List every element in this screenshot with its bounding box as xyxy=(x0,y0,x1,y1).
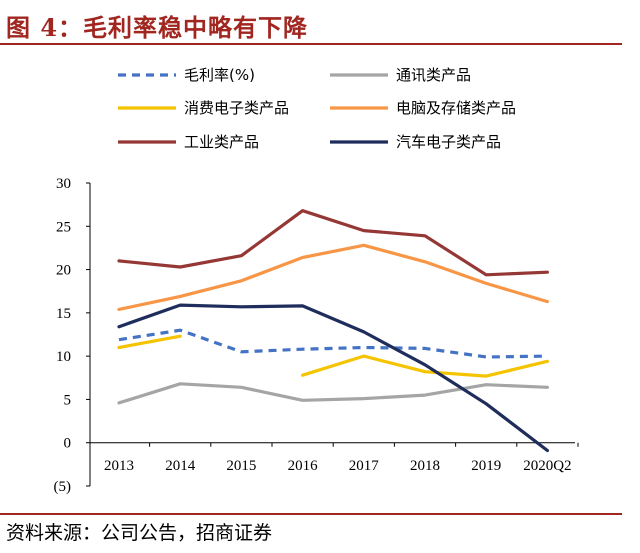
series-line xyxy=(301,354,550,378)
series-line xyxy=(117,382,550,405)
legend-label: 汽车电子类产品 xyxy=(396,133,501,151)
y-tick-label: (5) xyxy=(54,479,72,495)
x-tick-label: 2016 xyxy=(288,458,319,474)
y-tick-label: 5 xyxy=(64,392,72,408)
y-tick-label: 15 xyxy=(56,306,71,322)
legend-label: 通讯类产品 xyxy=(396,66,471,84)
x-tick-label: 2017 xyxy=(349,458,380,474)
x-tick-label: 2019 xyxy=(471,458,501,474)
x-tick-label: 2014 xyxy=(165,458,196,474)
legend-label: 毛利率(%) xyxy=(184,66,255,84)
legend-label: 工业类产品 xyxy=(184,133,259,151)
source-rule xyxy=(0,513,622,515)
x-tick-label: 2013 xyxy=(104,458,134,474)
x-tick-label: 2015 xyxy=(226,458,256,474)
chart-series xyxy=(117,209,550,453)
source-note: 资料来源：公司公告，招商证券 xyxy=(6,522,273,544)
y-tick-label: 0 xyxy=(64,436,72,452)
legend-label: 电脑及存储类产品 xyxy=(396,99,516,117)
legend-label: 消费电子类产品 xyxy=(184,99,289,117)
series-line xyxy=(117,243,550,311)
series-line xyxy=(117,209,550,277)
series-line xyxy=(117,334,182,350)
y-tick-label: 30 xyxy=(56,176,71,192)
figure-title: 图 4：毛利率稳中略有下降 xyxy=(6,13,309,42)
y-tick-label: 10 xyxy=(56,349,71,365)
series-line xyxy=(118,328,548,359)
y-tick-label: 20 xyxy=(56,263,71,279)
x-tick-label: 2020Q2 xyxy=(523,458,571,474)
x-tick-label: 2018 xyxy=(410,458,440,474)
y-tick-label: 25 xyxy=(56,219,71,235)
title-rule xyxy=(0,43,622,45)
series-line xyxy=(117,303,550,453)
